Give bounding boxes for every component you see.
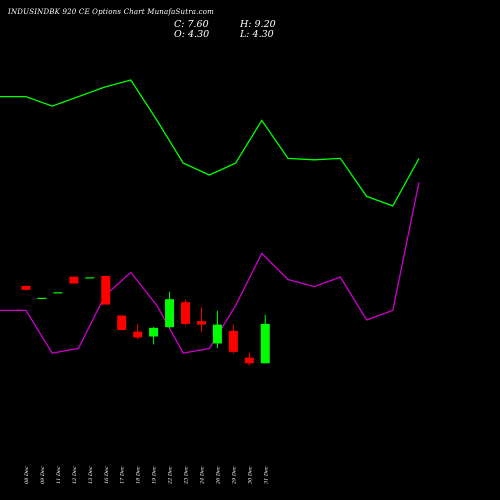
chart-title: INDUSINDBK 920 CE Options Chart MunafaSu… — [8, 8, 214, 16]
x-tick-label: 31 Dec — [263, 466, 269, 484]
candle-body — [85, 277, 95, 279]
x-tick-label: 11 Dec — [56, 466, 62, 484]
x-tick-label: 29 Dec — [231, 466, 237, 485]
x-tick-label: 09 Dec — [40, 466, 46, 484]
candle-body — [260, 323, 270, 364]
candle-body — [117, 315, 127, 330]
candle-body — [133, 331, 143, 338]
x-tick-label: 22 Dec — [168, 466, 174, 485]
upper-indicator-line — [0, 79, 420, 207]
candle-body — [101, 275, 111, 305]
candle-body — [53, 292, 63, 294]
open-value: O: 4.30 — [174, 29, 210, 40]
x-tick-label: 24 Dec — [199, 466, 205, 485]
candle-body — [165, 299, 175, 328]
candle-body — [181, 302, 190, 324]
x-tick-label: 18 Dec — [136, 466, 142, 484]
candle-body — [212, 324, 222, 344]
candle-body — [69, 276, 79, 284]
candle-body — [228, 330, 238, 352]
candle-body — [196, 321, 206, 325]
x-tick-label: 19 Dec — [152, 466, 158, 484]
x-tick-label: 12 Dec — [72, 466, 78, 484]
x-tick-label: 16 Dec — [104, 466, 110, 484]
x-tick-label: 26 Dec — [215, 466, 221, 485]
candle-body — [21, 285, 31, 290]
x-tick-label: 08 Dec — [24, 466, 30, 484]
x-tick-label: 30 Dec — [247, 466, 253, 484]
low-value: L: 4.30 — [240, 29, 274, 40]
x-tick-label: 23 Dec — [184, 466, 190, 485]
candle-body — [149, 327, 159, 337]
candle-body — [37, 297, 47, 300]
candle-body — [244, 357, 254, 364]
x-tick-label: 13 Dec — [88, 466, 94, 484]
x-tick-label: 17 Dec — [120, 466, 126, 484]
close-value: C: 7.60 — [174, 19, 209, 30]
high-value: H: 9.20 — [240, 19, 276, 30]
lower-indicator-line — [0, 181, 420, 354]
